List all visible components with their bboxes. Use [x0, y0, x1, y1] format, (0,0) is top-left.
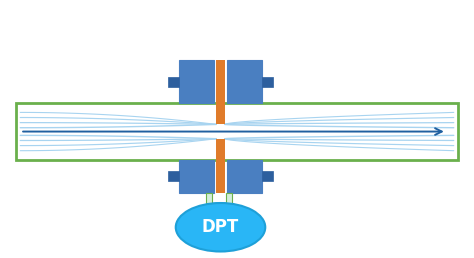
- Bar: [179, 160, 214, 193]
- Bar: [16, 103, 458, 160]
- Bar: [263, 171, 273, 181]
- Bar: [227, 160, 263, 193]
- Text: DPT: DPT: [202, 218, 239, 236]
- Bar: [263, 77, 273, 87]
- Circle shape: [176, 203, 265, 252]
- Bar: [226, 193, 232, 223]
- Bar: [216, 60, 225, 124]
- Bar: [216, 139, 225, 193]
- Bar: [168, 77, 179, 87]
- Bar: [227, 60, 263, 103]
- Bar: [168, 171, 179, 181]
- Bar: [206, 193, 212, 223]
- Bar: [179, 60, 214, 103]
